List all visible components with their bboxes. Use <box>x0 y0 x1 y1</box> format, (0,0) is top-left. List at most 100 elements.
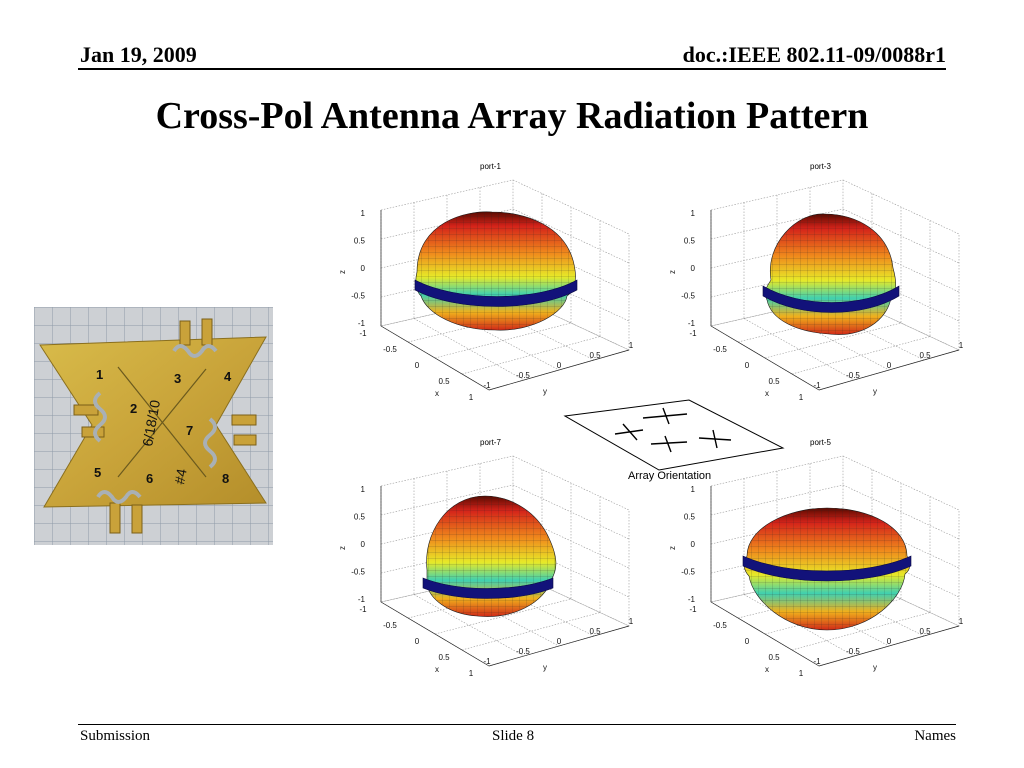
port-label-7: 7 <box>186 423 193 438</box>
svg-text:z: z <box>338 546 347 550</box>
svg-text:-0.5: -0.5 <box>846 371 860 380</box>
svg-text:0.5: 0.5 <box>438 653 450 662</box>
svg-text:0: 0 <box>691 264 696 273</box>
svg-text:1: 1 <box>799 669 804 678</box>
svg-text:-1: -1 <box>688 319 696 328</box>
svg-text:0.5: 0.5 <box>919 627 931 636</box>
svg-text:0.5: 0.5 <box>354 237 366 246</box>
slide-title: Cross-Pol Antenna Array Radiation Patter… <box>155 95 869 137</box>
svg-text:-0.5: -0.5 <box>383 345 397 354</box>
svg-text:0.5: 0.5 <box>589 627 601 636</box>
port-label-8: 8 <box>222 471 229 486</box>
svg-text:x: x <box>765 389 769 398</box>
svg-text:0.5: 0.5 <box>684 237 696 246</box>
svg-text:0: 0 <box>361 264 366 273</box>
svg-text:1: 1 <box>361 485 366 494</box>
footer-names: Names <box>914 728 956 744</box>
svg-text:-0.5: -0.5 <box>383 621 397 630</box>
svg-text:-0.5: -0.5 <box>351 292 365 301</box>
svg-text:0: 0 <box>691 540 696 549</box>
svg-text:0: 0 <box>887 637 892 646</box>
radiation-plot-port-5: port-5 1 0.5 0 -0.5 -1 z -1 -0.5 0 0.5 1 x -1 -0.5 0 0.… <box>667 438 987 678</box>
svg-text:-1: -1 <box>689 329 697 338</box>
svg-text:1: 1 <box>799 393 804 402</box>
handwritten-number: #4 <box>171 467 189 485</box>
svg-text:x: x <box>765 665 769 674</box>
plot-title: port-3 <box>810 162 831 171</box>
svg-text:x: x <box>435 389 439 398</box>
svg-text:0.5: 0.5 <box>768 377 780 386</box>
svg-text:-1: -1 <box>483 381 491 390</box>
svg-text:z: z <box>338 270 347 274</box>
svg-text:0: 0 <box>745 361 750 370</box>
svg-text:0.5: 0.5 <box>919 351 931 360</box>
footer-rule <box>78 724 956 725</box>
header-rule <box>78 68 946 70</box>
svg-text:1: 1 <box>629 617 634 626</box>
svg-text:0: 0 <box>415 361 420 370</box>
orientation-label: Array Orientation <box>628 470 712 482</box>
svg-text:1: 1 <box>361 209 366 218</box>
svg-text:-1: -1 <box>359 329 367 338</box>
svg-text:-1: -1 <box>813 657 821 666</box>
svg-text:0.5: 0.5 <box>438 377 450 386</box>
svg-text:-1: -1 <box>483 657 491 666</box>
port-label-5: 5 <box>94 465 101 480</box>
port-label-6: 6 <box>146 471 153 486</box>
svg-text:0: 0 <box>557 361 562 370</box>
header-date: Jan 19, 2009 <box>80 42 197 67</box>
svg-text:y: y <box>543 387 547 396</box>
svg-text:0: 0 <box>415 637 420 646</box>
svg-text:-0.5: -0.5 <box>681 292 695 301</box>
radiation-plot-port-3: port-3 1 0.5 0 -0.5 -1 z -1 -0.5 0 0.5 1 x -1 -0.5 0 0.… <box>667 162 987 402</box>
radiation-plot-port-1: port-1 1 0.5 0 -0.5 -1 z -1 -0.5 0 0.5 1 x -1 -0.5 0 0.… <box>337 162 657 402</box>
svg-text:0: 0 <box>887 361 892 370</box>
svg-text:0.5: 0.5 <box>768 653 780 662</box>
svg-text:0: 0 <box>361 540 366 549</box>
antenna-board-photo: 1 2 3 4 5 6 7 8 6/18/10 #4 <box>34 307 273 545</box>
svg-text:0.5: 0.5 <box>354 513 366 522</box>
svg-text:y: y <box>873 387 877 396</box>
plot-title: port-5 <box>810 438 831 447</box>
svg-text:z: z <box>668 270 677 274</box>
svg-text:1: 1 <box>959 341 964 350</box>
svg-text:y: y <box>873 663 877 672</box>
svg-text:0: 0 <box>557 637 562 646</box>
svg-text:-0.5: -0.5 <box>516 371 530 380</box>
port-label-3: 3 <box>174 371 181 386</box>
array-orientation-diagram <box>563 398 785 486</box>
port-label-4: 4 <box>224 369 232 384</box>
svg-text:1: 1 <box>629 341 634 350</box>
svg-text:1: 1 <box>469 393 474 402</box>
port-label-1: 1 <box>96 367 103 382</box>
svg-text:-0.5: -0.5 <box>713 345 727 354</box>
cross-pol-elements <box>614 407 732 453</box>
orientation-plane <box>563 399 785 471</box>
svg-text:-0.5: -0.5 <box>846 647 860 656</box>
svg-text:-1: -1 <box>358 595 366 604</box>
plot-title: port-7 <box>480 438 501 447</box>
svg-text:1: 1 <box>959 617 964 626</box>
svg-text:-0.5: -0.5 <box>713 621 727 630</box>
svg-text:-0.5: -0.5 <box>516 647 530 656</box>
svg-text:y: y <box>543 663 547 672</box>
svg-text:0: 0 <box>745 637 750 646</box>
svg-text:-1: -1 <box>689 605 697 614</box>
svg-text:x: x <box>435 665 439 674</box>
footer-slide-number: Slide 8 <box>492 728 535 744</box>
svg-text:1: 1 <box>691 485 696 494</box>
antenna-board-drawing: 1 2 3 4 5 6 7 8 6/18/10 #4 <box>34 307 273 545</box>
svg-text:z: z <box>668 546 677 550</box>
port-label-2: 2 <box>130 401 137 416</box>
svg-text:-1: -1 <box>358 319 366 328</box>
svg-text:-1: -1 <box>813 381 821 390</box>
radiation-plot-port-7: port-7 1 0.5 0 -0.5 -1 z -1 -0.5 0 0.5 1 x -1 -0.5 0 0.… <box>337 438 657 678</box>
svg-text:0.5: 0.5 <box>684 513 696 522</box>
svg-text:-0.5: -0.5 <box>681 568 695 577</box>
svg-text:0.5: 0.5 <box>589 351 601 360</box>
svg-text:-1: -1 <box>688 595 696 604</box>
footer-submission: Submission <box>80 728 151 744</box>
svg-text:-1: -1 <box>359 605 367 614</box>
svg-text:1: 1 <box>469 669 474 678</box>
plot-title: port-1 <box>480 162 501 171</box>
